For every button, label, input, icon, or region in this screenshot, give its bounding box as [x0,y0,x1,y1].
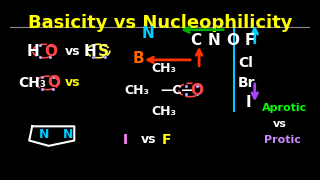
Text: CH₃: CH₃ [124,84,149,96]
Text: F: F [244,33,255,48]
Text: F: F [162,133,171,147]
Text: O: O [226,33,239,48]
Text: vs: vs [273,119,287,129]
Text: H: H [26,44,39,59]
Text: Br: Br [238,76,256,90]
Text: CH₃: CH₃ [151,105,176,118]
Text: O: O [44,44,57,59]
Text: Basicity vs Nucleophilicity: Basicity vs Nucleophilicity [28,14,292,32]
Text: O: O [47,75,60,90]
Text: N: N [63,128,74,141]
Text: —C—: —C— [160,84,194,96]
Text: CH₃: CH₃ [19,76,46,90]
Text: Protic: Protic [264,135,300,145]
Text: Aprotic: Aprotic [262,103,308,113]
Text: I: I [246,95,251,110]
Text: S: S [98,44,109,59]
Text: CH₃: CH₃ [151,62,176,75]
Text: B: B [133,51,145,66]
Text: H: H [83,44,96,59]
Text: O: O [190,82,203,98]
Text: Cl: Cl [238,56,253,70]
Text: N: N [142,26,155,41]
Text: N: N [39,128,49,141]
Text: N: N [208,33,221,48]
Text: vs: vs [140,133,156,146]
Text: C: C [190,33,201,48]
Text: I: I [123,133,128,147]
Text: vs: vs [65,44,81,58]
Text: vs: vs [65,76,81,89]
